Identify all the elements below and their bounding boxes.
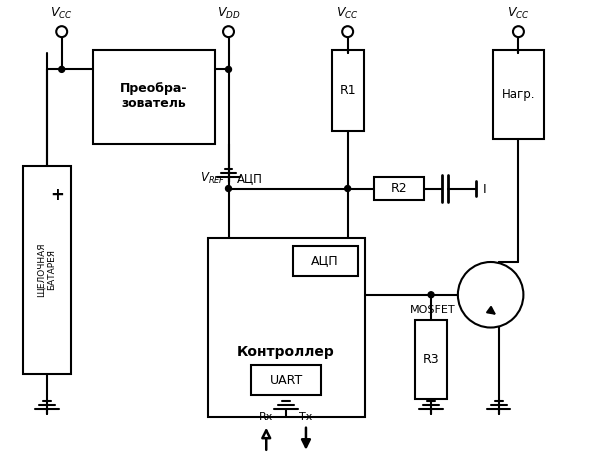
Circle shape — [226, 66, 232, 72]
Text: АЦП: АЦП — [236, 172, 262, 185]
Text: ЩЕЛОЧНАЯ
БАТАРЕЯ: ЩЕЛОЧНАЯ БАТАРЕЯ — [37, 243, 56, 297]
Text: $V_{CC}$: $V_{CC}$ — [50, 5, 73, 21]
Text: R3: R3 — [423, 353, 439, 366]
Text: $V_{CC}$: $V_{CC}$ — [336, 5, 359, 21]
Bar — [208, 238, 365, 417]
Circle shape — [223, 26, 234, 37]
Text: R1: R1 — [340, 84, 356, 97]
Text: $V_{CC}$: $V_{CC}$ — [507, 5, 530, 21]
Text: $V_{REF}$: $V_{REF}$ — [200, 171, 226, 186]
Bar — [374, 176, 424, 201]
Text: +: + — [50, 186, 64, 204]
Text: АЦП: АЦП — [311, 255, 338, 267]
Circle shape — [344, 186, 350, 191]
Text: MOSFET: MOSFET — [410, 305, 456, 315]
Bar — [293, 246, 358, 276]
Text: Rx: Rx — [259, 412, 274, 422]
Bar — [23, 166, 71, 374]
Bar — [251, 365, 321, 395]
Circle shape — [458, 262, 523, 328]
Circle shape — [342, 26, 353, 37]
Text: R2: R2 — [391, 182, 407, 195]
Circle shape — [513, 26, 524, 37]
Text: $V_{DD}$: $V_{DD}$ — [217, 5, 241, 21]
Text: Преобра-
зователь: Преобра- зователь — [120, 82, 188, 110]
Text: Tx: Tx — [299, 412, 313, 422]
Circle shape — [226, 186, 232, 191]
Text: I: I — [483, 183, 487, 196]
Circle shape — [428, 292, 434, 298]
Bar — [94, 49, 215, 144]
Circle shape — [56, 26, 67, 37]
Bar — [493, 49, 544, 139]
Bar — [415, 319, 447, 399]
Text: UART: UART — [269, 374, 303, 387]
Text: Нагр.: Нагр. — [502, 88, 535, 101]
Bar — [332, 49, 364, 131]
Circle shape — [59, 66, 65, 72]
Text: Контроллер: Контроллер — [237, 345, 335, 359]
